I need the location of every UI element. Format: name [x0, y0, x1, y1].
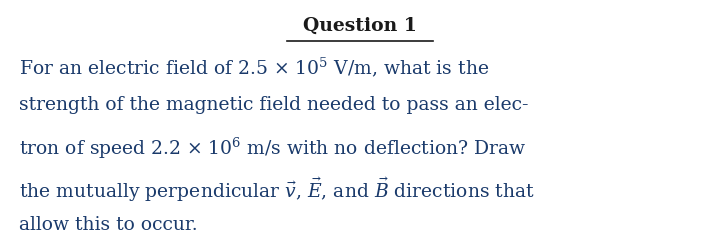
Text: strength of the magnetic field needed to pass an elec-: strength of the magnetic field needed to…	[19, 96, 528, 114]
Text: the mutually perpendicular $\vec{v}$, $\vec{E}$, and $\vec{B}$ directions that: the mutually perpendicular $\vec{v}$, $\…	[19, 176, 536, 204]
Text: allow this to occur.: allow this to occur.	[19, 216, 198, 234]
Text: tron of speed 2.2 $\times$ 10$^6$ m/s with no deflection? Draw: tron of speed 2.2 $\times$ 10$^6$ m/s wi…	[19, 136, 527, 161]
Text: Question 1: Question 1	[303, 17, 417, 35]
Text: For an electric field of 2.5 $\times$ 10$^5$ V/m, what is the: For an electric field of 2.5 $\times$ 10…	[19, 56, 490, 79]
